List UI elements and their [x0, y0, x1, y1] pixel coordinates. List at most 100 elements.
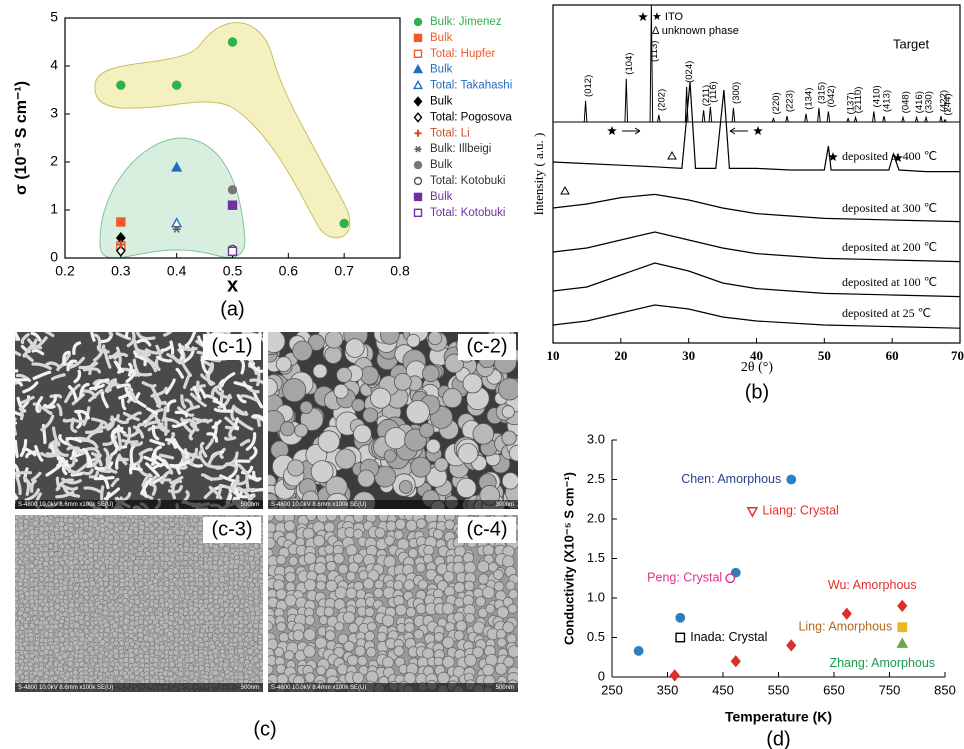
- texture: [375, 580, 384, 589]
- legend-label: Total: Li: [430, 127, 470, 139]
- point-label: Ling: Amorphous: [798, 620, 892, 634]
- diffraction-peak: [658, 115, 661, 122]
- texture: [193, 556, 198, 561]
- texture: [385, 536, 395, 546]
- texture: [453, 562, 465, 574]
- texture: [189, 657, 195, 663]
- texture: [218, 560, 224, 566]
- texture: [42, 589, 48, 595]
- texture: [326, 561, 336, 571]
- texture: [193, 679, 198, 684]
- texture: [502, 431, 516, 445]
- texture: [159, 598, 164, 603]
- texture: [127, 529, 133, 535]
- texture: [239, 555, 245, 561]
- texture: [124, 556, 129, 561]
- texture: [184, 581, 189, 586]
- scale-label: 300nm: [496, 502, 514, 508]
- marker: [748, 508, 757, 516]
- diffraction-peak: [847, 118, 850, 122]
- texture: [285, 595, 297, 607]
- texture: [438, 672, 450, 684]
- legend-marker: [415, 130, 422, 137]
- texture: [193, 646, 198, 651]
- texture: [464, 562, 476, 574]
- texture: [188, 666, 193, 671]
- texture: [94, 563, 100, 569]
- texture: [150, 670, 155, 675]
- texture: [58, 521, 64, 527]
- texture: [15, 441, 17, 456]
- legend-label: Bulk: [430, 32, 453, 44]
- texture: [138, 529, 144, 535]
- texture: [69, 602, 75, 608]
- peak-label: (244): [943, 93, 954, 115]
- texture: [476, 597, 486, 607]
- texture: [133, 590, 138, 595]
- texture: [374, 588, 383, 597]
- texture: [157, 534, 163, 540]
- texture: [37, 606, 42, 611]
- texture: [113, 594, 118, 599]
- texture: [19, 568, 25, 574]
- texture: [69, 527, 74, 532]
- texture: [55, 517, 60, 522]
- texture: [179, 530, 185, 536]
- texture: [203, 636, 208, 641]
- texture: [277, 555, 286, 564]
- texture: [118, 525, 124, 531]
- texture: [53, 676, 58, 681]
- texture: [381, 326, 400, 345]
- texture: [39, 577, 44, 582]
- texture: [19, 534, 24, 539]
- texture: [159, 630, 164, 635]
- texture: [247, 623, 252, 628]
- legend-marker: [415, 19, 422, 26]
- trace-label: deposited at 25 ℃: [842, 306, 931, 320]
- y-tick-label: 0.5: [587, 629, 605, 644]
- texture: [113, 560, 118, 565]
- texture: [110, 606, 115, 611]
- texture: [337, 664, 348, 675]
- texture: [411, 457, 431, 477]
- texture: [98, 654, 103, 659]
- marker: [726, 574, 734, 582]
- texture: [123, 535, 129, 541]
- texture: [38, 625, 43, 630]
- tile-label: (c-3): [211, 518, 252, 540]
- texture: [244, 620, 249, 625]
- texture: [263, 330, 285, 352]
- texture: [145, 594, 150, 599]
- texture: [228, 594, 234, 600]
- texture: [238, 628, 243, 633]
- x-tick-label: 50: [818, 348, 831, 363]
- texture: [192, 538, 197, 543]
- texture: [304, 553, 316, 565]
- texture: [173, 568, 179, 574]
- texture: [14, 603, 19, 608]
- texture: [213, 555, 219, 561]
- texture: [319, 616, 328, 625]
- texture: [199, 619, 204, 624]
- texture: [159, 590, 164, 595]
- texture: [29, 514, 34, 519]
- texture: [237, 636, 243, 642]
- texture: [394, 530, 403, 539]
- texture: [184, 535, 189, 540]
- texture: [123, 618, 129, 624]
- texture: [325, 545, 334, 554]
- texture: [69, 623, 74, 628]
- texture: [103, 576, 109, 582]
- diffraction-peak: [709, 107, 712, 122]
- peak-label: (300): [731, 82, 742, 104]
- texture: [344, 641, 354, 651]
- texture: [84, 616, 89, 621]
- texture: [193, 666, 198, 671]
- texture: [218, 589, 223, 594]
- texture: [53, 624, 59, 630]
- texture: [428, 331, 441, 344]
- texture: [132, 542, 137, 547]
- texture: [30, 599, 35, 604]
- texture: [377, 632, 387, 642]
- texture: [24, 583, 29, 588]
